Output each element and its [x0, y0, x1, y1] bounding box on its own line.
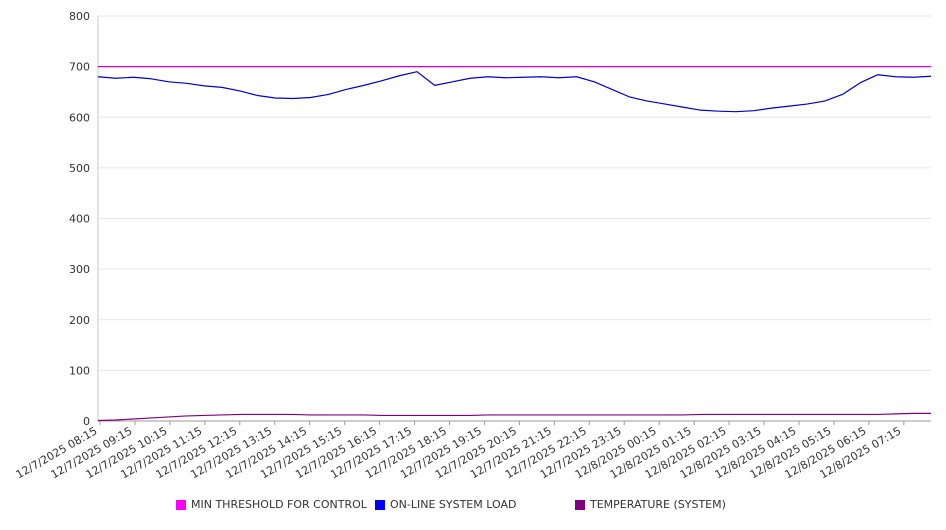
series-lines [97, 66, 932, 422]
legend-label-min-threshold: MIN THRESHOLD FOR CONTROL [191, 498, 367, 511]
legend-swatch-system-load [375, 499, 385, 510]
y-tick-label-400: 400 [69, 213, 90, 226]
legend-item-system-load[interactable]: ON-LINE SYSTEM LOAD [375, 498, 516, 511]
legend-item-temperature[interactable]: TEMPERATURE (SYSTEM) [575, 498, 726, 511]
y-tick-label-800: 800 [69, 10, 90, 23]
gridlines [98, 15, 931, 371]
legend-label-system-load: ON-LINE SYSTEM LOAD [390, 498, 517, 511]
y-tick-label-500: 500 [69, 162, 90, 175]
series-line-temperature [97, 412, 931, 422]
y-tick-label-100: 100 [69, 364, 90, 377]
axes [97, 16, 931, 422]
y-tick-label-0: 0 [83, 415, 90, 428]
y-axis-ticks: 0 100 200 300 400 500 600 700 800 [69, 10, 90, 428]
legend-label-temperature: TEMPERATURE (SYSTEM) [590, 498, 726, 511]
y-tick-label-700: 700 [69, 61, 90, 74]
y-tick-label-200: 200 [69, 314, 90, 327]
legend-item-min-threshold[interactable]: MIN THRESHOLD FOR CONTROL [176, 498, 367, 511]
chart-legend: MIN THRESHOLD FOR CONTROL ON-LINE SYSTEM… [0, 498, 946, 514]
legend-swatch-temperature [575, 499, 585, 510]
y-tick-label-300: 300 [69, 263, 90, 276]
series-line-system-load [97, 71, 932, 113]
legend-swatch-min-threshold [176, 499, 186, 510]
y-tick-label-600: 600 [69, 111, 90, 124]
